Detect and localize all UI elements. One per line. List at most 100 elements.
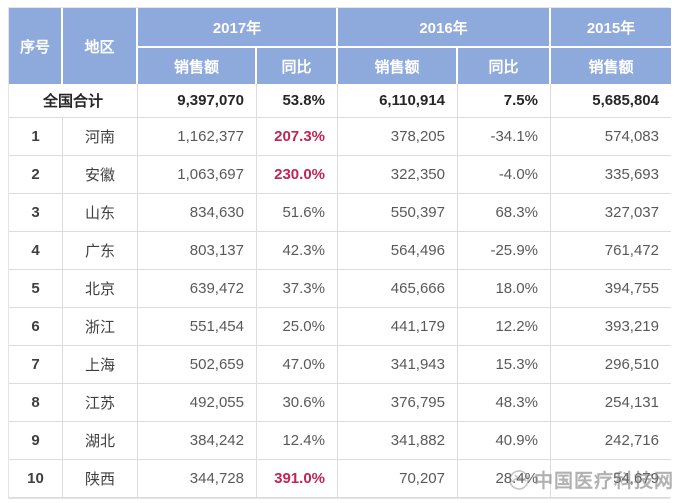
row-sales-2016: 341,882: [338, 422, 458, 460]
row-region: 北京: [63, 270, 138, 308]
row-yoy-2017: 42.3%: [257, 232, 338, 270]
row-yoy-2017: 207.3%: [257, 118, 338, 156]
row-sales-2017: 384,242: [138, 422, 257, 460]
total-sales-2016: 6,110,914: [338, 84, 458, 118]
row-yoy-2016: 68.3%: [458, 194, 551, 232]
row-yoy-2016: -25.9%: [458, 232, 551, 270]
row-sales-2016: 378,205: [338, 118, 458, 156]
row-seq: 5: [9, 270, 63, 308]
row-region: 陕西: [63, 460, 138, 498]
total-sales-2017: 9,397,070: [138, 84, 257, 118]
row-yoy-2017: 12.4%: [257, 422, 338, 460]
col-header-2016-sales: 销售额: [338, 46, 458, 84]
col-header-year-2015: 2015年: [551, 8, 671, 46]
row-yoy-2017: 37.3%: [257, 270, 338, 308]
col-header-seq: 序号: [9, 8, 63, 84]
row-seq: 10: [9, 460, 63, 498]
col-header-2017-sales: 销售额: [138, 46, 257, 84]
col-header-year-2016: 2016年: [338, 8, 551, 46]
table-row: 10 陕西 344,728 391.0% 70,207 28.4% 54,679: [9, 460, 671, 498]
row-region: 安徽: [63, 156, 138, 194]
row-seq: 8: [9, 384, 63, 422]
table-row: 4 广东 803,137 42.3% 564,496 -25.9% 761,47…: [9, 232, 671, 270]
row-yoy-2016: 40.9%: [458, 422, 551, 460]
row-seq: 3: [9, 194, 63, 232]
row-seq: 7: [9, 346, 63, 384]
row-sales-2016: 564,496: [338, 232, 458, 270]
row-seq: 9: [9, 422, 63, 460]
row-sales-2015: 761,472: [551, 232, 671, 270]
row-yoy-2016: 18.0%: [458, 270, 551, 308]
row-region: 山东: [63, 194, 138, 232]
table-body: 全国合计 9,397,070 53.8% 6,110,914 7.5% 5,68…: [9, 84, 671, 498]
row-yoy-2016: 15.3%: [458, 346, 551, 384]
row-sales-2016: 465,666: [338, 270, 458, 308]
row-yoy-2017: 51.6%: [257, 194, 338, 232]
table-row: 7 上海 502,659 47.0% 341,943 15.3% 296,510: [9, 346, 671, 384]
table-row: 5 北京 639,472 37.3% 465,666 18.0% 394,755: [9, 270, 671, 308]
row-sales-2017: 344,728: [138, 460, 257, 498]
row-region: 上海: [63, 346, 138, 384]
row-yoy-2016: 28.4%: [458, 460, 551, 498]
row-sales-2015: 335,693: [551, 156, 671, 194]
row-sales-2017: 502,659: [138, 346, 257, 384]
table-row: 8 江苏 492,055 30.6% 376,795 48.3% 254,131: [9, 384, 671, 422]
row-sales-2015: 54,679: [551, 460, 671, 498]
row-sales-2016: 322,350: [338, 156, 458, 194]
row-region: 河南: [63, 118, 138, 156]
row-sales-2015: 394,755: [551, 270, 671, 308]
row-sales-2017: 492,055: [138, 384, 257, 422]
row-sales-2015: 296,510: [551, 346, 671, 384]
row-sales-2016: 441,179: [338, 308, 458, 346]
row-sales-2015: 327,037: [551, 194, 671, 232]
total-row: 全国合计 9,397,070 53.8% 6,110,914 7.5% 5,68…: [9, 84, 671, 118]
total-sales-2015: 5,685,804: [551, 84, 671, 118]
row-yoy-2016: -34.1%: [458, 118, 551, 156]
row-yoy-2017: 230.0%: [257, 156, 338, 194]
row-yoy-2017: 47.0%: [257, 346, 338, 384]
row-sales-2017: 1,063,697: [138, 156, 257, 194]
row-region: 浙江: [63, 308, 138, 346]
regional-sales-table: 序号 地区 2017年 2016年 2015年 销售额 同比 销售额 同比 销售…: [9, 8, 671, 498]
row-sales-2016: 550,397: [338, 194, 458, 232]
row-sales-2016: 376,795: [338, 384, 458, 422]
col-header-year-2017: 2017年: [138, 8, 338, 46]
row-sales-2016: 70,207: [338, 460, 458, 498]
row-sales-2015: 393,219: [551, 308, 671, 346]
total-row-label: 全国合计: [9, 84, 138, 118]
row-yoy-2016: 48.3%: [458, 384, 551, 422]
table-row: 1 河南 1,162,377 207.3% 378,205 -34.1% 574…: [9, 118, 671, 156]
row-yoy-2017: 25.0%: [257, 308, 338, 346]
table-header: 序号 地区 2017年 2016年 2015年 销售额 同比 销售额 同比 销售…: [9, 8, 671, 84]
table-row: 9 湖北 384,242 12.4% 341,882 40.9% 242,716: [9, 422, 671, 460]
row-sales-2016: 341,943: [338, 346, 458, 384]
row-region: 湖北: [63, 422, 138, 460]
row-sales-2017: 803,137: [138, 232, 257, 270]
row-sales-2015: 574,083: [551, 118, 671, 156]
table-row: 6 浙江 551,454 25.0% 441,179 12.2% 393,219: [9, 308, 671, 346]
table-row: 2 安徽 1,063,697 230.0% 322,350 -4.0% 335,…: [9, 156, 671, 194]
row-yoy-2016: 12.2%: [458, 308, 551, 346]
row-seq: 4: [9, 232, 63, 270]
total-yoy-2017: 53.8%: [257, 84, 338, 118]
row-yoy-2016: -4.0%: [458, 156, 551, 194]
row-seq: 6: [9, 308, 63, 346]
sales-table-container: 序号 地区 2017年 2016年 2015年 销售额 同比 销售额 同比 销售…: [8, 7, 671, 499]
row-yoy-2017: 30.6%: [257, 384, 338, 422]
row-sales-2015: 242,716: [551, 422, 671, 460]
row-sales-2015: 254,131: [551, 384, 671, 422]
row-yoy-2017: 391.0%: [257, 460, 338, 498]
table-row: 3 山东 834,630 51.6% 550,397 68.3% 327,037: [9, 194, 671, 232]
row-seq: 1: [9, 118, 63, 156]
col-header-region: 地区: [63, 8, 138, 84]
row-region: 江苏: [63, 384, 138, 422]
total-yoy-2016: 7.5%: [458, 84, 551, 118]
col-header-2017-yoy: 同比: [257, 46, 338, 84]
col-header-2016-yoy: 同比: [458, 46, 551, 84]
row-seq: 2: [9, 156, 63, 194]
row-sales-2017: 1,162,377: [138, 118, 257, 156]
col-header-2015-sales: 销售额: [551, 46, 671, 84]
row-sales-2017: 834,630: [138, 194, 257, 232]
row-sales-2017: 639,472: [138, 270, 257, 308]
